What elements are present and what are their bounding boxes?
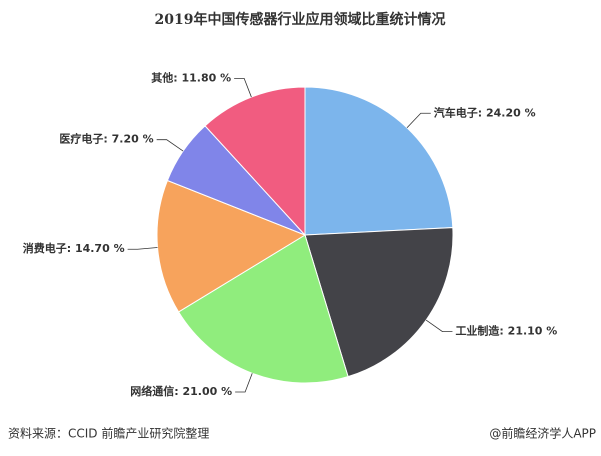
leader-line xyxy=(234,78,252,98)
pie-slice xyxy=(304,86,454,236)
data-label: 医疗电子: 7.20 % xyxy=(59,132,153,146)
data-label: 汽车电子: 24.20 % xyxy=(434,105,536,119)
data-label: 其他: 11.80 % xyxy=(151,70,231,84)
pie-slice xyxy=(156,179,307,313)
data-label: 消费电子: 14.70 % xyxy=(23,241,125,255)
data-label: 工业制造: 21.10 % xyxy=(455,324,557,338)
chart-title: 2019年中国传感器行业应用领域比重统计情况 xyxy=(155,11,446,28)
leader-line xyxy=(127,247,158,250)
data-label: 网络通信: 21.00 % xyxy=(130,384,232,398)
leader-line xyxy=(235,373,253,393)
pie-slice xyxy=(177,234,349,384)
pie-slice xyxy=(204,86,306,237)
leader-line xyxy=(156,139,184,152)
leader-line xyxy=(425,319,453,333)
leader-line xyxy=(406,112,431,129)
credit: @前瞻经济学人APP xyxy=(489,426,596,441)
pie-slice xyxy=(304,227,454,378)
source: 资料来源：CCID 前瞻产业研究院整理 xyxy=(8,426,209,441)
